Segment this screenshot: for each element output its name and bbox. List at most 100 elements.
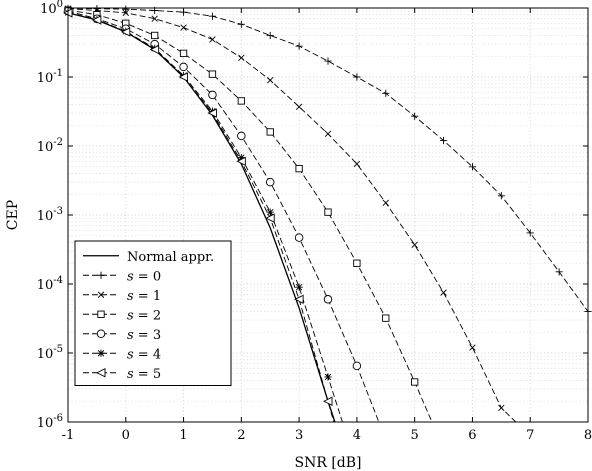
marker-circle xyxy=(96,329,106,339)
marker-triangle-left xyxy=(236,156,246,167)
marker-x xyxy=(238,54,245,61)
legend-label: s = 4 xyxy=(127,347,161,362)
marker-triangle-left xyxy=(294,294,304,305)
marker-square xyxy=(411,378,419,386)
marker-circle xyxy=(237,131,246,141)
series-2 xyxy=(64,5,517,423)
y-axis-label: CEP xyxy=(5,200,21,230)
legend-item: s = 3 xyxy=(83,328,161,343)
y-tick-label: 10-1 xyxy=(37,68,63,86)
legend-label: s = 1 xyxy=(127,289,161,304)
marker-plus xyxy=(497,192,505,200)
marker-triangle-left xyxy=(207,108,217,118)
series-6 xyxy=(62,8,335,423)
marker-x xyxy=(498,404,505,412)
x-tick-label: 1 xyxy=(179,428,187,443)
x-tick-label: 5 xyxy=(411,428,419,443)
marker-triangle-left xyxy=(95,368,106,378)
marker-circle xyxy=(323,295,333,304)
x-tick-label: 3 xyxy=(295,428,303,443)
marker-x xyxy=(411,241,418,248)
y-tick-label: 10-2 xyxy=(37,137,63,155)
marker-square xyxy=(324,208,332,216)
legend-label: Normal appr. xyxy=(127,250,214,265)
y-tick-label: 10-6 xyxy=(37,413,63,431)
marker-asterisk xyxy=(295,283,303,291)
marker-plus xyxy=(237,20,245,28)
marker-x xyxy=(353,160,361,168)
x-tick-label: 4 xyxy=(353,428,361,443)
marker-circle xyxy=(265,177,275,187)
x-tick-label: -1 xyxy=(62,428,75,443)
legend-label: s = 3 xyxy=(127,328,161,343)
y-tick-label: 100 xyxy=(40,0,63,17)
marker-x xyxy=(209,36,216,43)
marker-circle xyxy=(208,90,217,100)
series-line xyxy=(67,10,380,423)
marker-x xyxy=(382,199,389,207)
x-tick-label: 8 xyxy=(584,428,592,443)
marker-triangle-left xyxy=(120,27,131,37)
marker-x xyxy=(97,291,105,298)
marker-plus xyxy=(353,73,361,81)
series-line xyxy=(67,8,517,423)
legend-item: Normal appr. xyxy=(83,250,214,265)
marker-triangle-left xyxy=(91,15,102,25)
marker-square xyxy=(295,164,303,173)
marker-square xyxy=(382,314,390,322)
marker-square xyxy=(151,31,159,40)
marker-asterisk xyxy=(97,349,105,357)
legend-label: s = 5 xyxy=(127,367,161,382)
y-tick-label: 10-3 xyxy=(37,206,63,224)
marker-square xyxy=(208,70,217,78)
marker-plus xyxy=(411,112,419,120)
plot-series xyxy=(62,4,592,423)
marker-x xyxy=(267,76,274,84)
marker-square xyxy=(237,97,245,105)
marker-plus xyxy=(555,268,563,276)
marker-plus xyxy=(526,229,534,237)
y-tick-label: 10-5 xyxy=(37,344,63,362)
legend-item: s = 4 xyxy=(83,347,161,362)
marker-plus xyxy=(468,163,477,171)
marker-x xyxy=(180,24,187,31)
marker-circle xyxy=(179,62,188,72)
marker-asterisk xyxy=(237,153,245,162)
marker-x xyxy=(295,103,303,110)
marker-triangle-left xyxy=(322,396,333,406)
legend-item: s = 5 xyxy=(83,367,161,382)
x-axis-label: SNR [dB] xyxy=(294,455,361,471)
x-tick-label: 2 xyxy=(237,428,245,443)
marker-plus xyxy=(439,136,448,145)
marker-square xyxy=(353,259,361,267)
legend-item: s = 0 xyxy=(83,269,161,284)
marker-square xyxy=(179,49,188,58)
series-line xyxy=(67,9,433,423)
x-tick-label: 7 xyxy=(526,428,534,443)
marker-triangle-left xyxy=(149,44,160,55)
marker-plus xyxy=(97,271,105,279)
marker-circle xyxy=(352,361,362,371)
legend: Normal appr. s = 0 s = 1 s = 2 s = 3 s = 4 s =… xyxy=(74,240,232,386)
marker-x xyxy=(151,15,158,22)
marker-x xyxy=(440,289,447,296)
x-tick-label: 6 xyxy=(468,428,476,443)
marker-x xyxy=(469,344,476,351)
series-line xyxy=(67,12,343,423)
y-tick-label: 10-4 xyxy=(37,275,63,293)
legend-item: s = 1 xyxy=(83,289,161,304)
marker-plus xyxy=(208,12,217,20)
axis-ticks: -1 0 1 2 3 4 5 6 7 8 100 10-1 10-2 10-3 10-4 10-5 10-6 xyxy=(37,0,592,443)
marker-plus xyxy=(324,57,332,65)
marker-square xyxy=(97,310,105,318)
marker-plus xyxy=(266,31,274,40)
marker-triangle-left xyxy=(178,72,189,82)
marker-plus xyxy=(382,89,390,97)
x-tick-label: 0 xyxy=(122,428,130,443)
marker-square xyxy=(266,128,274,136)
legend-item: s = 2 xyxy=(83,308,161,323)
marker-asterisk xyxy=(266,208,274,216)
legend-label: s = 0 xyxy=(127,269,161,284)
marker-asterisk xyxy=(324,373,332,381)
